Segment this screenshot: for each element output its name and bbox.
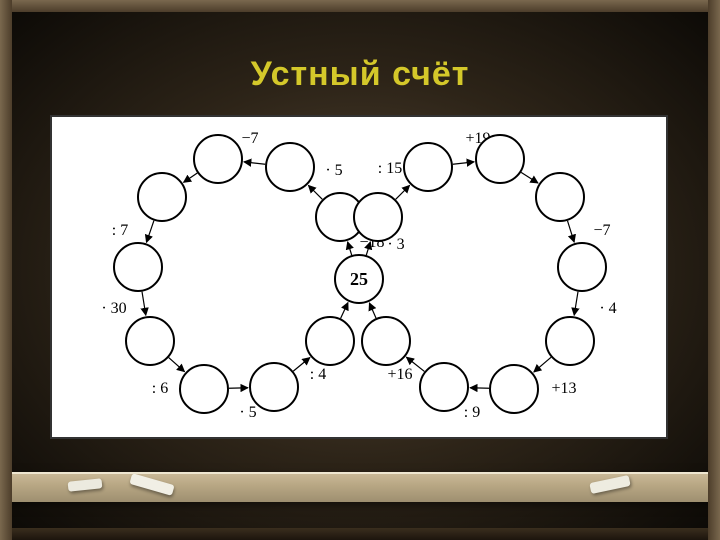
edge-label: : 15 (378, 160, 402, 177)
edge-arrow (142, 292, 146, 316)
edge-arrow (567, 221, 574, 242)
edge-label: : 6 (152, 380, 168, 397)
edge-arrow (169, 358, 185, 372)
blank-node (250, 363, 298, 411)
title-text: Устный счёт (251, 55, 470, 93)
edge-arrow (453, 162, 474, 164)
edge-arrow (244, 162, 265, 164)
blank-node (404, 143, 452, 191)
blank-node (306, 317, 354, 365)
edge-arrow (293, 358, 310, 372)
diagram-panel: −18· 5−7: 7· 30: 6· 5: 4· 3: 15+19−7· 4+… (50, 115, 668, 439)
edge-arrow (521, 172, 538, 183)
edge-arrow (534, 357, 551, 372)
blank-node (194, 135, 242, 183)
edge-arrow (396, 185, 410, 199)
blank-node (546, 317, 594, 365)
edge-arrow (369, 303, 376, 318)
edge-arrow (348, 242, 352, 255)
edge-label: : 4 (310, 366, 326, 383)
edge-label: · 5 (239, 404, 256, 421)
blank-node (138, 173, 186, 221)
blank-node (362, 317, 410, 365)
blank-node (126, 317, 174, 365)
blank-node (114, 243, 162, 291)
edge-label: +13 (551, 380, 576, 397)
edge-label: −7 (241, 130, 258, 147)
edge-arrow (470, 388, 489, 389)
page-title: Устный счёт (0, 55, 720, 94)
blank-node (490, 365, 538, 413)
edge-label: · 5 (325, 162, 342, 179)
blank-node (266, 143, 314, 191)
edge-label: : 7 (112, 222, 128, 239)
edge-label: · 4 (599, 300, 616, 317)
blank-node (354, 193, 402, 241)
blank-node (420, 363, 468, 411)
edge-label: +16 (387, 366, 412, 383)
edge-arrow (308, 185, 322, 199)
edge-arrow (341, 303, 348, 319)
blank-node (558, 243, 606, 291)
edge-arrow (574, 292, 578, 316)
edge-label: · 30 (101, 300, 126, 317)
center-value: 25 (350, 269, 368, 289)
edge-arrow (229, 388, 248, 389)
blank-node (476, 135, 524, 183)
slide: Устный счёт −18· 5−7: 7· 30: 6· 5: 4· 3:… (0, 0, 720, 540)
blank-node (180, 365, 228, 413)
edge-arrow (184, 173, 198, 182)
blank-node (536, 173, 584, 221)
edge-label: −7 (593, 222, 610, 239)
chain-diagram: −18· 5−7: 7· 30: 6· 5: 4· 3: 15+19−7· 4+… (52, 117, 666, 437)
edge-arrow (146, 221, 153, 243)
edge-label: : 9 (464, 404, 480, 421)
